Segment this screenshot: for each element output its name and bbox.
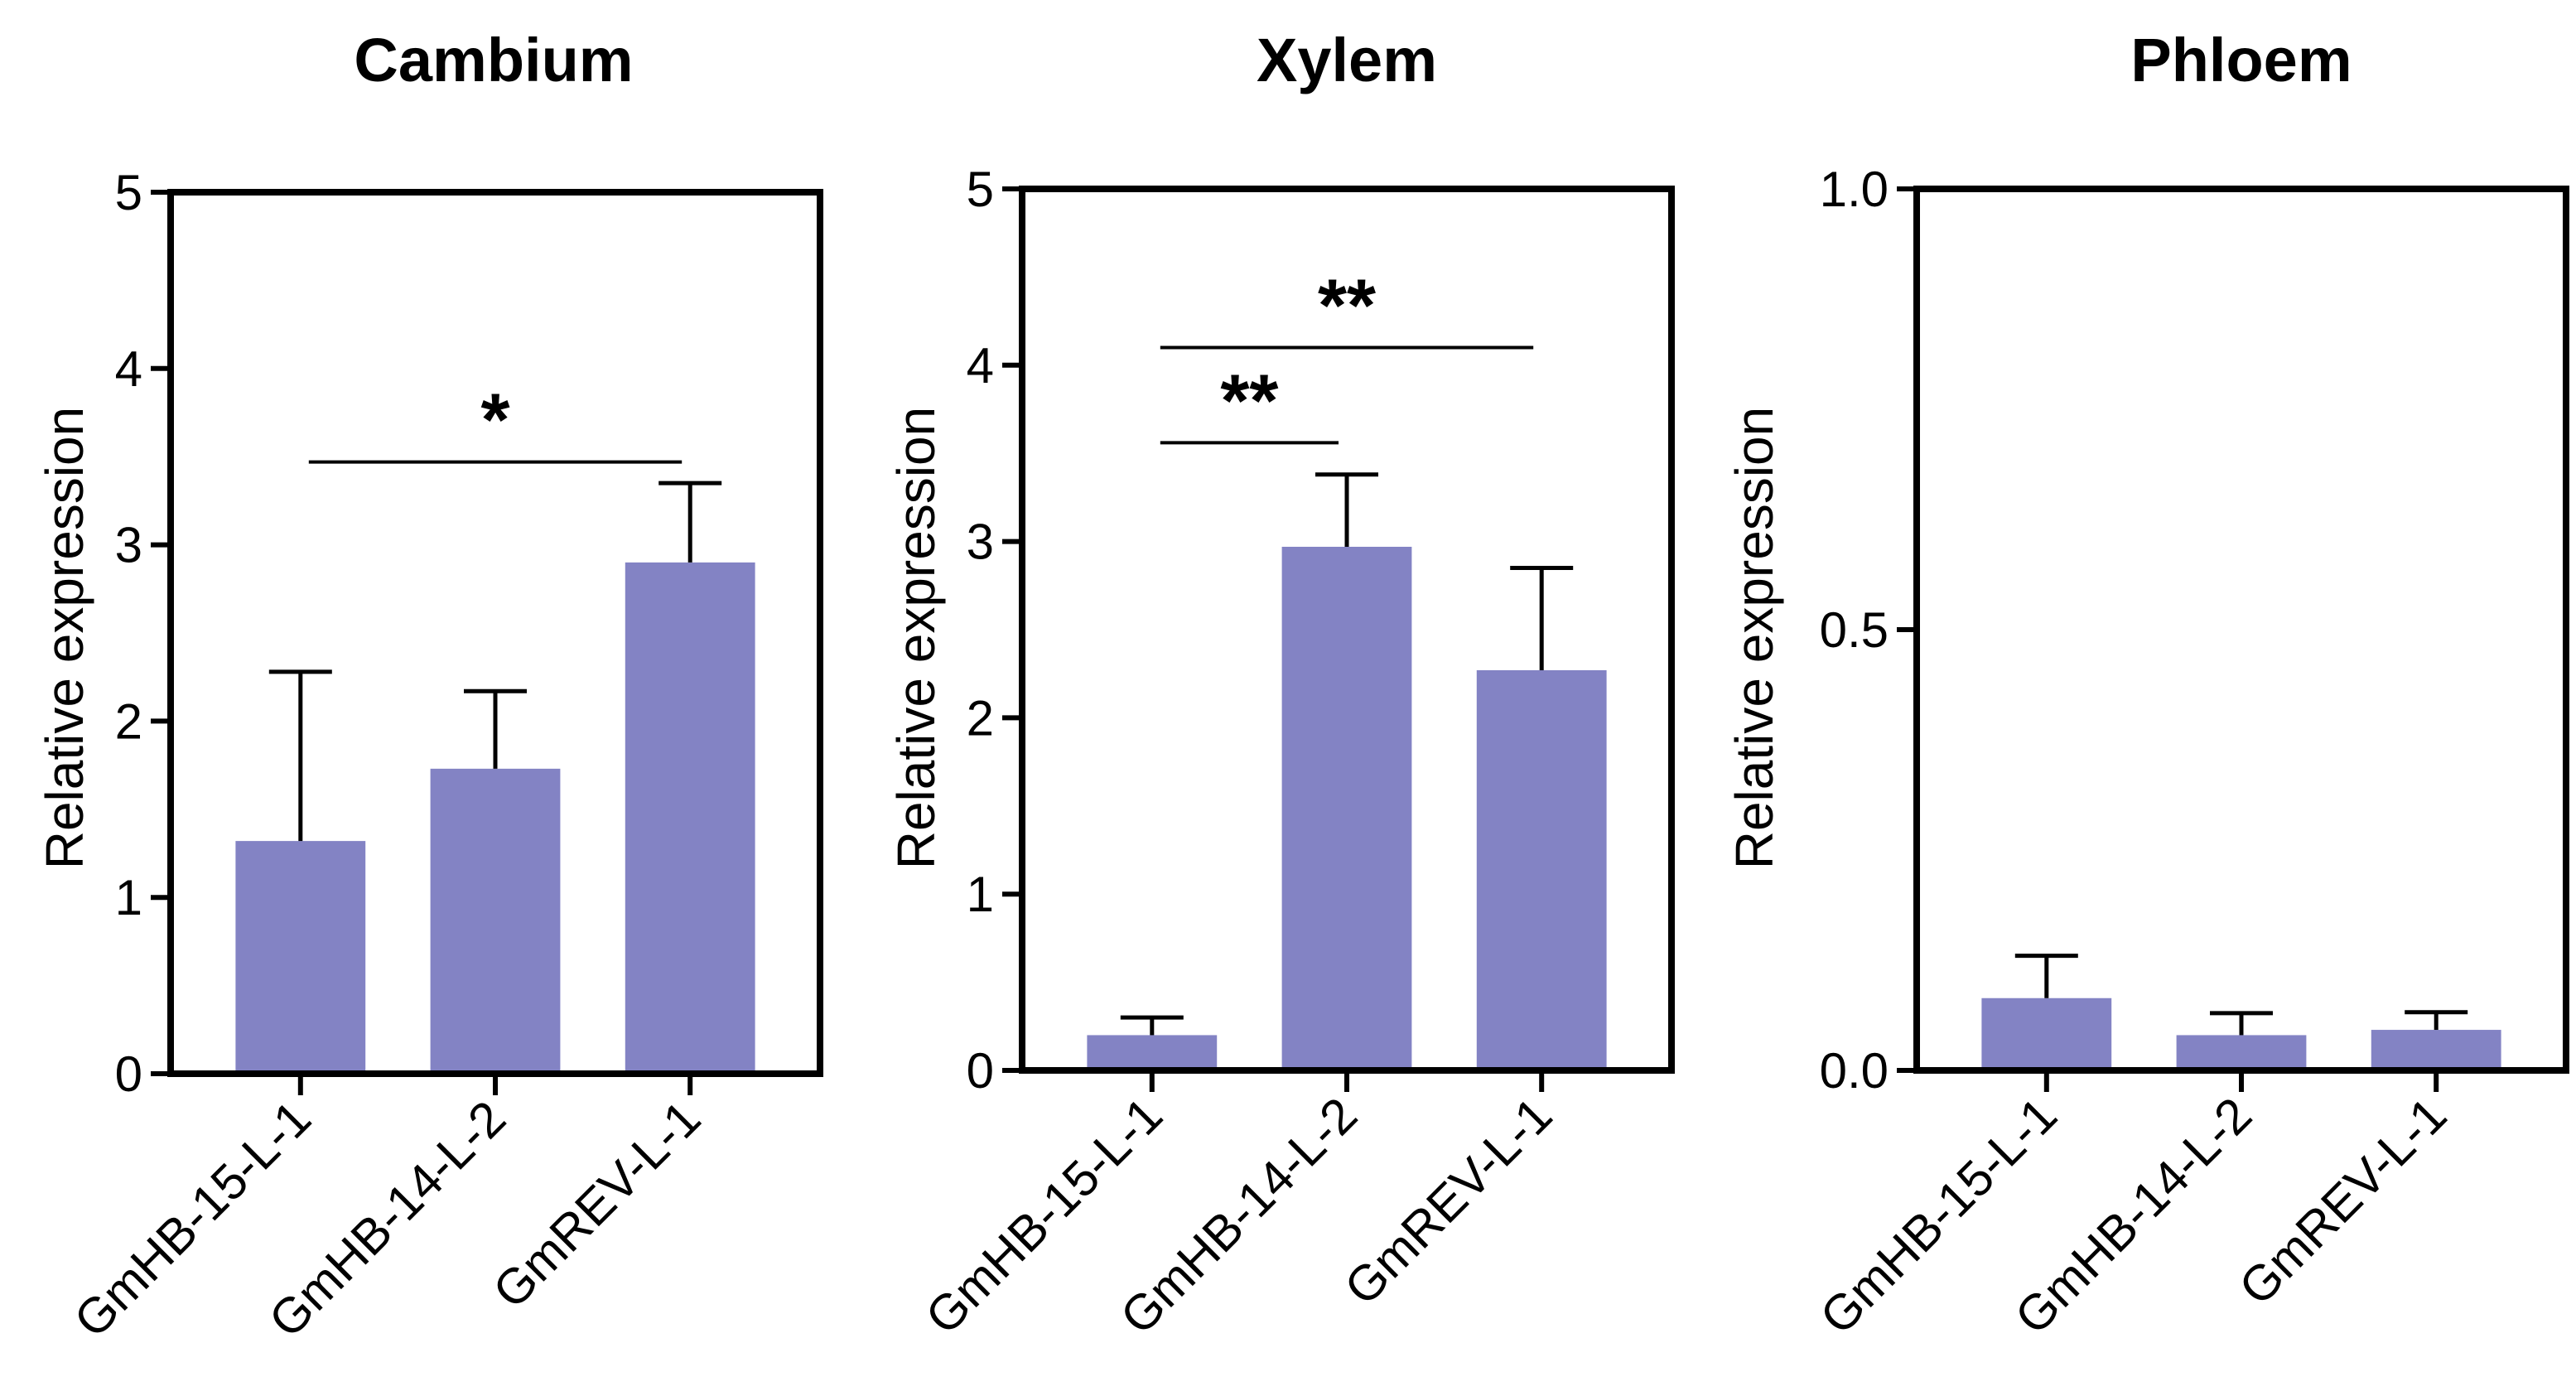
y-axis-label: Relative expression bbox=[1725, 407, 1784, 870]
bar bbox=[1476, 669, 1607, 1070]
chart-title: Cambium bbox=[354, 26, 633, 94]
y-axis-label: Relative expression bbox=[35, 407, 94, 870]
y-axis-label: Relative expression bbox=[886, 407, 946, 870]
y-tick-label: 0.5 bbox=[1820, 602, 1889, 658]
significance-label: ** bbox=[1220, 360, 1278, 442]
y-tick-label: 2 bbox=[115, 693, 142, 749]
bar bbox=[235, 841, 366, 1074]
panel-xylem: Xylem Relative expression 012345GmHB-15-… bbox=[886, 26, 1675, 1345]
bar bbox=[1087, 1035, 1218, 1070]
y-tick-label: 2 bbox=[967, 690, 994, 746]
y-tick-label: 0.0 bbox=[1820, 1043, 1889, 1099]
y-tick-label: 1 bbox=[967, 867, 994, 922]
x-tick-label: GmREV-L-1 bbox=[1334, 1087, 1562, 1316]
bar bbox=[2176, 1035, 2307, 1070]
bar bbox=[430, 768, 561, 1074]
y-tick-label: 5 bbox=[967, 162, 994, 217]
x-tick-label: GmREV-L-1 bbox=[482, 1090, 711, 1319]
y-tick-label: 3 bbox=[115, 518, 142, 573]
y-tick-label: 3 bbox=[967, 514, 994, 570]
chart-title: Phloem bbox=[2130, 26, 2352, 94]
plot-frame bbox=[1913, 186, 2569, 1074]
y-tick-label: 0 bbox=[967, 1043, 994, 1099]
bar bbox=[1281, 546, 1412, 1070]
chart-title: Xylem bbox=[1257, 26, 1437, 94]
significance-label: * bbox=[480, 379, 509, 462]
y-tick-label: 5 bbox=[115, 165, 142, 220]
panel-phloem: Phloem Relative expression 0.00.51.0GmHB… bbox=[1725, 26, 2569, 1345]
bar bbox=[2371, 1030, 2501, 1070]
y-tick-label: 4 bbox=[967, 338, 994, 394]
panel-cambium: Cambium Relative expression 012345GmHB-1… bbox=[35, 26, 823, 1348]
y-tick-label: 4 bbox=[115, 341, 142, 397]
x-tick-label: GmREV-L-1 bbox=[2228, 1087, 2457, 1316]
y-tick-label: 1.0 bbox=[1820, 162, 1889, 217]
bar bbox=[1981, 997, 2112, 1070]
significance-label: ** bbox=[1318, 265, 1376, 348]
y-tick-label: 1 bbox=[115, 870, 142, 925]
bar bbox=[625, 562, 755, 1074]
y-tick-label: 0 bbox=[115, 1046, 142, 1102]
